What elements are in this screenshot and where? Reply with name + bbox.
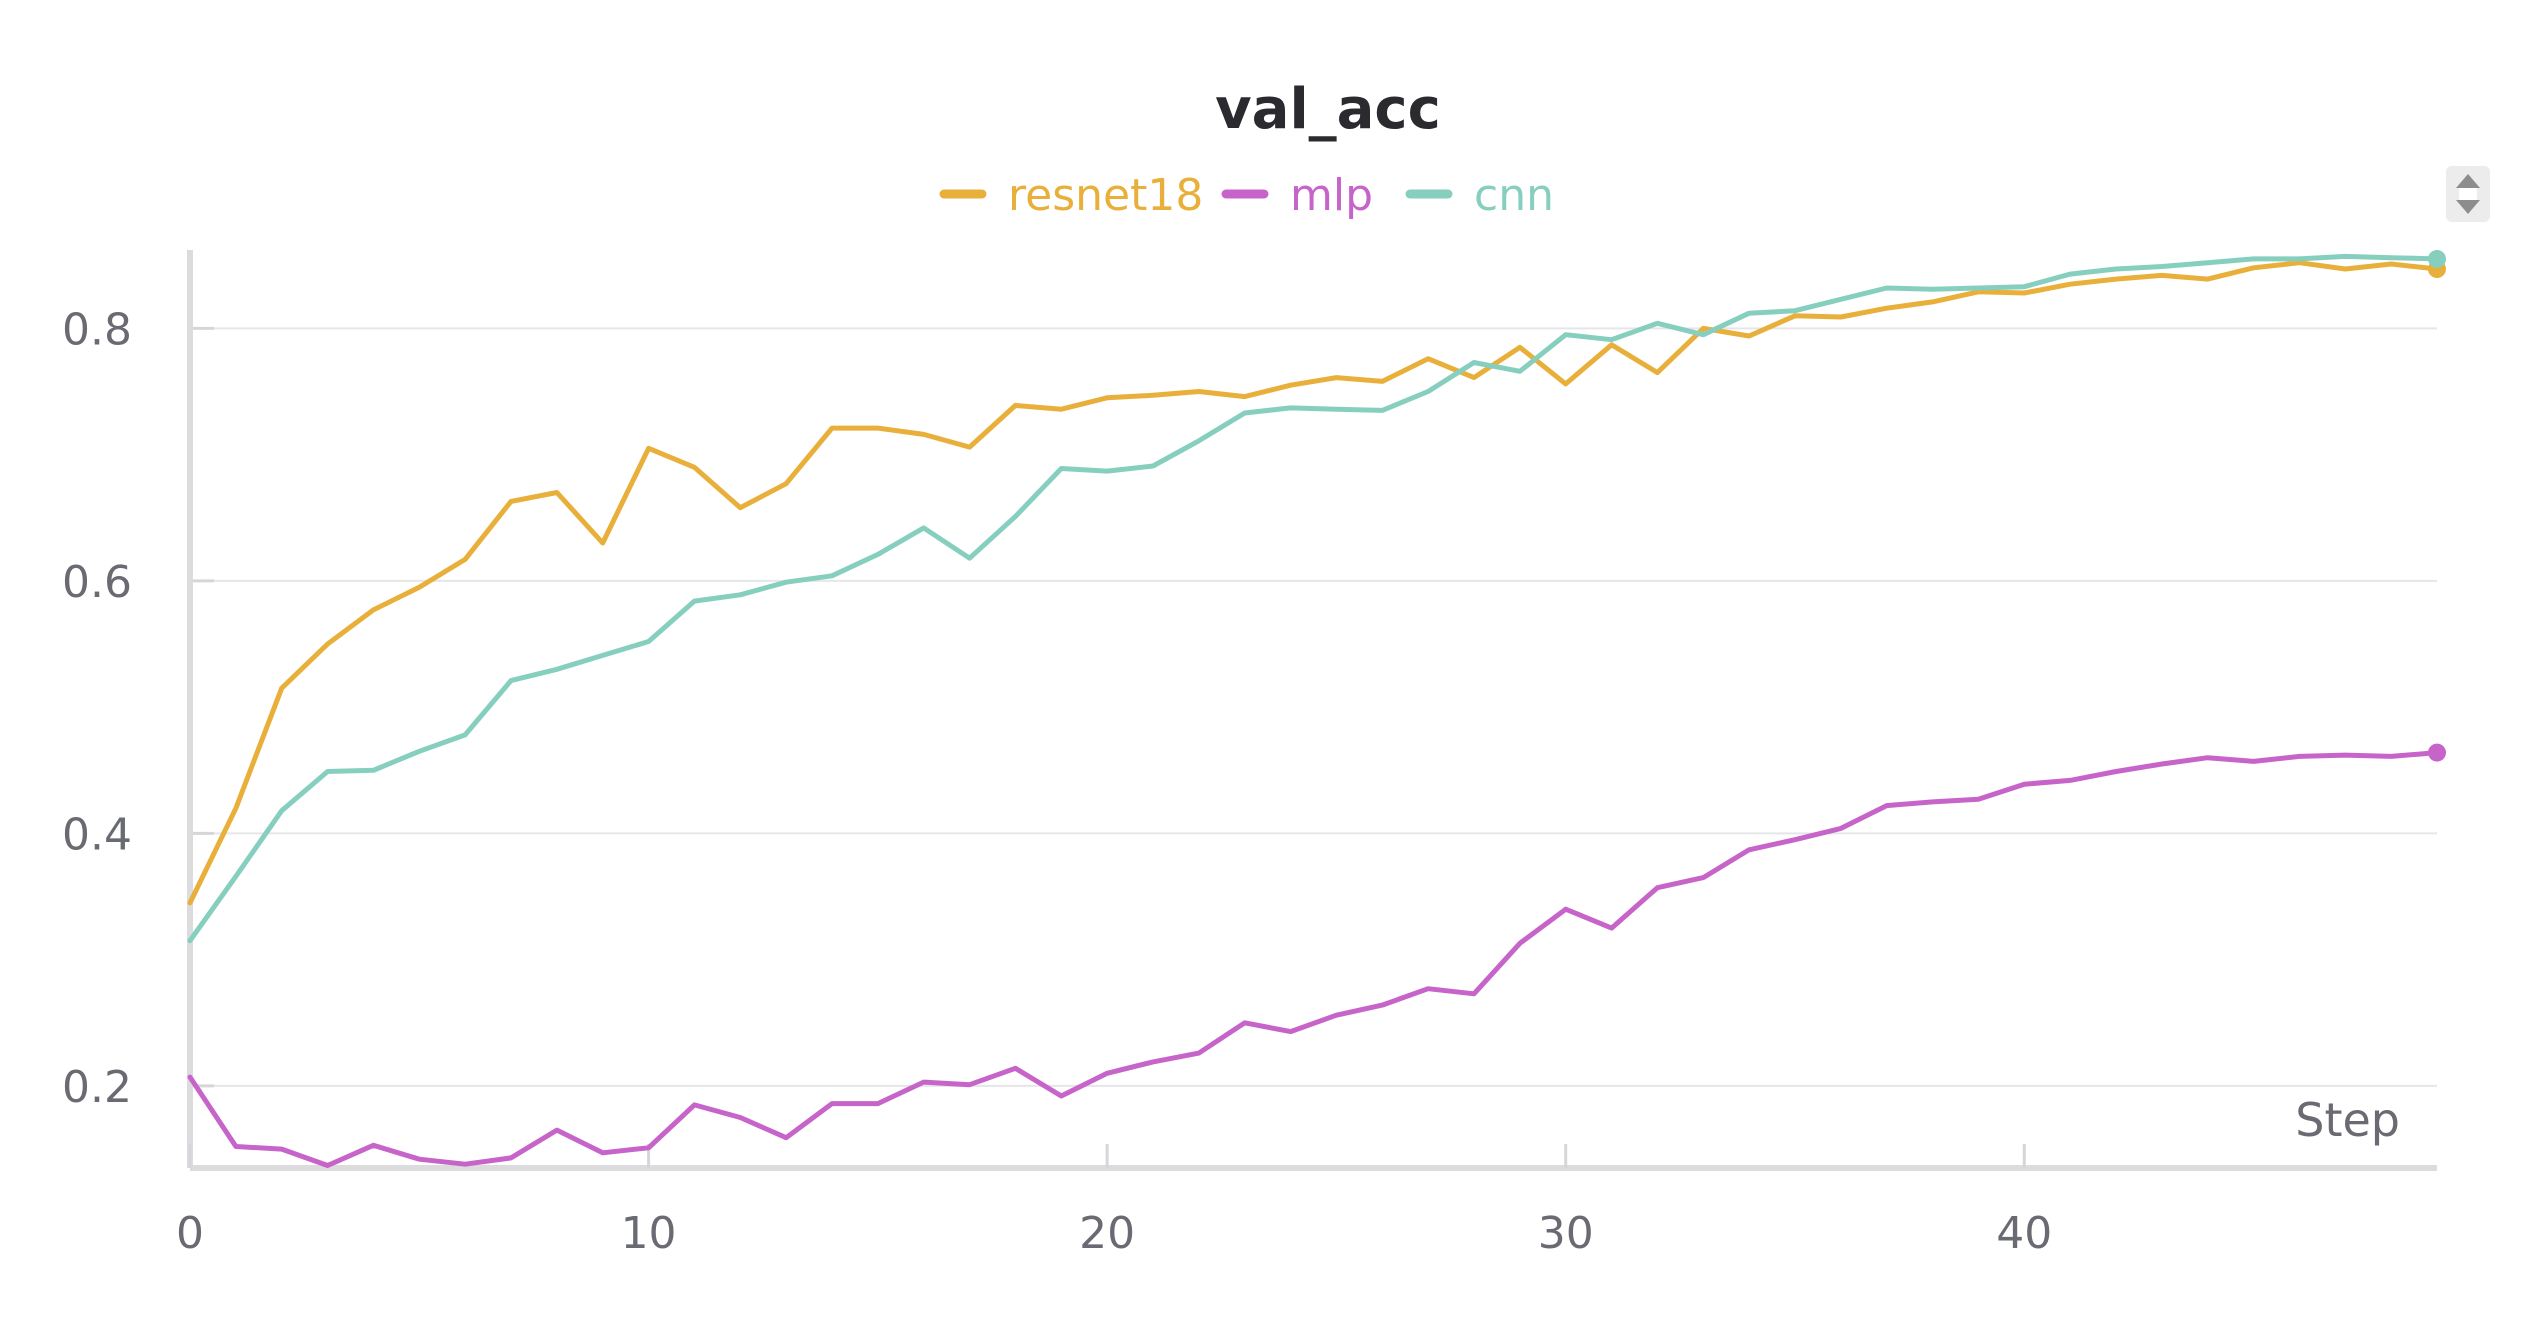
x-tick-label: 30 bbox=[1538, 1208, 1594, 1259]
legend: resnet18 mlp cnn bbox=[939, 170, 1554, 221]
series-end-point-cnn bbox=[2428, 249, 2446, 268]
y-tick-label: 0.8 bbox=[62, 304, 132, 355]
series-end-point-mlp bbox=[2428, 743, 2446, 762]
chart-title: val_acc bbox=[1215, 77, 1441, 142]
x-tick-label: 40 bbox=[1996, 1208, 2052, 1259]
x-tick-label: 20 bbox=[1079, 1208, 1135, 1259]
x-tick-label: 10 bbox=[621, 1208, 677, 1259]
axes bbox=[187, 250, 2437, 1171]
tick-labels: 0.2 0.4 0.6 0.8 0 10 20 30 40 bbox=[62, 304, 2052, 1259]
x-axis-title: Step bbox=[2295, 1093, 2400, 1147]
series-layer bbox=[187, 249, 2446, 1168]
series-line-resnet18 bbox=[187, 260, 2440, 906]
grid-lines bbox=[190, 327, 2437, 1087]
series-line-cnn bbox=[187, 253, 2440, 944]
x-tick-label: 0 bbox=[176, 1208, 204, 1259]
y-tick-label: 0.6 bbox=[62, 557, 132, 608]
y-tick-label: 0.4 bbox=[62, 809, 132, 860]
legend-label-resnet18: resnet18 bbox=[1008, 170, 1203, 221]
legend-label-mlp: mlp bbox=[1290, 170, 1373, 221]
resize-handle-icon[interactable] bbox=[2446, 166, 2490, 222]
y-tick-label: 0.2 bbox=[62, 1062, 132, 1113]
series-line-mlp bbox=[187, 750, 2440, 1168]
legend-label-cnn: cnn bbox=[1474, 170, 1554, 221]
